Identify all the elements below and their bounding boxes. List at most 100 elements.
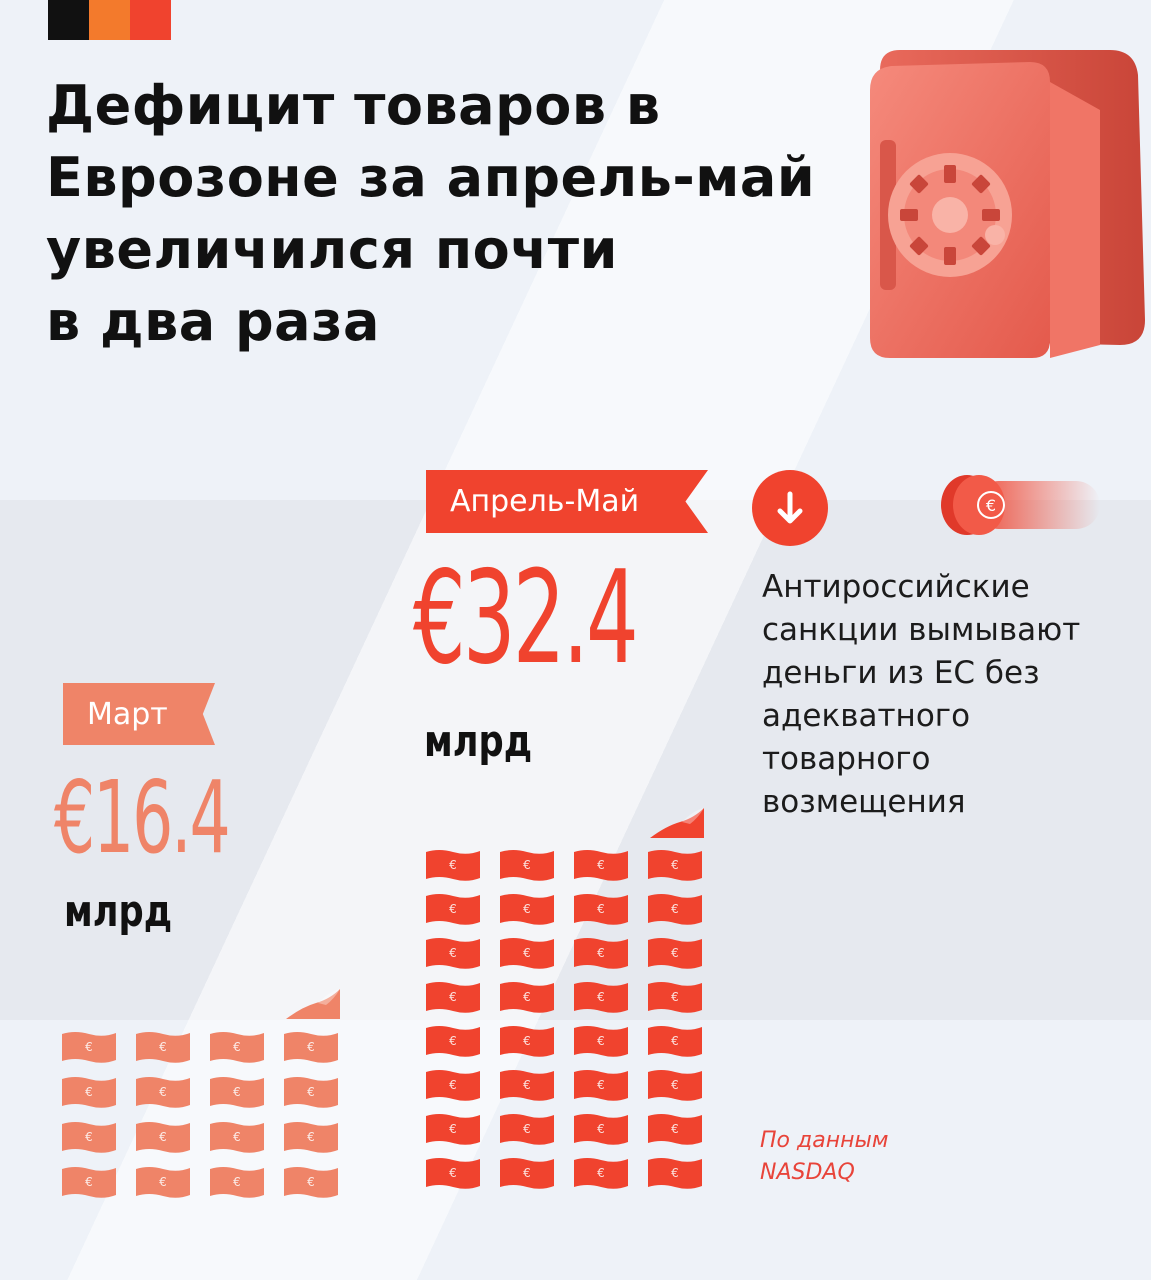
euro-symbol: €: [523, 902, 531, 916]
sanctions-note: Антироссийские санкции вымывают деньги и…: [762, 566, 1142, 824]
euro-bill-icon: €: [424, 1156, 482, 1190]
euro-bill-icon: €: [498, 1156, 556, 1190]
euro-symbol: €: [233, 1040, 241, 1054]
euro-bill-icon: €: [646, 848, 704, 882]
euro-symbol: €: [671, 1034, 679, 1048]
euro-bill-icon: €: [424, 980, 482, 1014]
euro-symbol: €: [671, 1122, 679, 1136]
note-line-2: санкции вымывают: [762, 612, 1081, 648]
euro-symbol: €: [597, 1166, 605, 1180]
euro-bill-icon: €: [572, 848, 630, 882]
euro-bill-icon: €: [646, 1112, 704, 1146]
euro-bill-icon: €: [134, 1165, 192, 1199]
euro-bill-icon: €: [572, 892, 630, 926]
headline-line-4: в два раза: [46, 290, 380, 353]
euro-bill-icon: €: [424, 1112, 482, 1146]
euro-bill-icon: €: [208, 1165, 266, 1199]
euro-symbol: €: [307, 1085, 315, 1099]
euro-bill-icon: €: [60, 1165, 118, 1199]
euro-symbol: €: [85, 1085, 93, 1099]
euro-symbol: €: [307, 1130, 315, 1144]
headline: Дефицит товаров в Еврозоне за апрель-май…: [46, 70, 846, 358]
april-may-label-text: Апрель-Май: [450, 484, 640, 519]
euro-symbol: €: [449, 902, 457, 916]
note-line-3: деньги из ЕС без: [762, 655, 1040, 691]
euro-symbol: €: [159, 1040, 167, 1054]
euro-symbol: €: [307, 1040, 315, 1054]
bill-placeholder: [60, 985, 118, 1019]
source-line-2: NASDAQ: [760, 1160, 855, 1185]
euro-symbol: €: [233, 1085, 241, 1099]
euro-symbol: €: [449, 1166, 457, 1180]
euro-bill-icon: €: [60, 1075, 118, 1109]
euro-bill-icon: €: [424, 1024, 482, 1058]
euro-bill-icon: €: [646, 1156, 704, 1190]
march-label-text: Март: [87, 696, 168, 732]
euro-symbol: €: [449, 990, 457, 1004]
euro-symbol: €: [671, 946, 679, 960]
euro-bill-icon: €: [572, 1112, 630, 1146]
euro-symbol: €: [85, 1175, 93, 1189]
svg-text:€: €: [986, 496, 996, 515]
euro-bill-icon: €: [498, 980, 556, 1014]
euro-symbol: €: [233, 1175, 241, 1189]
euro-symbol: €: [597, 858, 605, 872]
euro-bill-icon: €: [498, 892, 556, 926]
arrow-down-circle-icon: [752, 470, 828, 546]
euro-symbol: €: [523, 1166, 531, 1180]
euro-symbol: €: [671, 990, 679, 1004]
euro-symbol: €: [159, 1175, 167, 1189]
euro-bill-icon: €: [282, 1165, 340, 1199]
euro-symbol: €: [159, 1085, 167, 1099]
euro-symbol: €: [597, 946, 605, 960]
euro-symbol: €: [671, 1078, 679, 1092]
euro-bill-icon: €: [424, 892, 482, 926]
euro-bill-icon: €: [498, 1112, 556, 1146]
euro-symbol: €: [597, 1034, 605, 1048]
flag-orange-stripe: [89, 0, 130, 40]
euro-symbol: €: [449, 1122, 457, 1136]
euro-bill-icon: €: [208, 1075, 266, 1109]
euro-bill-icon: €: [646, 1068, 704, 1102]
euro-symbol: €: [671, 1166, 679, 1180]
euro-symbol: €: [597, 990, 605, 1004]
euro-symbol: €: [671, 858, 679, 872]
euro-symbol: €: [523, 990, 531, 1004]
euro-bill-icon: €: [134, 1120, 192, 1154]
headline-line-3: увеличился почти: [46, 218, 618, 281]
euro-bill-icon: €: [572, 1068, 630, 1102]
euro-symbol: €: [307, 1175, 315, 1189]
brand-flag: [48, 0, 171, 40]
euro-bill-icon: €: [572, 980, 630, 1014]
euro-symbol: €: [597, 1122, 605, 1136]
euro-symbol: €: [523, 1122, 531, 1136]
note-line-5: товарного: [762, 741, 931, 777]
euro-bill-icon: €: [646, 936, 704, 970]
euro-symbol: €: [671, 902, 679, 916]
euro-bill-icon: €: [498, 1024, 556, 1058]
headline-line-1: Дефицит товаров в: [46, 74, 661, 137]
euro-bill-icon: €: [646, 892, 704, 926]
bill-partial-icon: [282, 985, 340, 1019]
euro-symbol: €: [159, 1130, 167, 1144]
euro-bill-icon: €: [646, 1024, 704, 1058]
flag-red-stripe: [130, 0, 171, 40]
bill-placeholder: [208, 985, 266, 1019]
euro-bill-icon: €: [424, 1068, 482, 1102]
source-credit: По данным NASDAQ: [760, 1125, 888, 1189]
euro-bill-icon: €: [208, 1120, 266, 1154]
euro-bill-icon: €: [282, 1030, 340, 1064]
march-unit: млрд: [64, 886, 173, 937]
euro-symbol: €: [85, 1130, 93, 1144]
bill-placeholder: [424, 804, 482, 838]
euro-bill-icon: €: [498, 848, 556, 882]
march-bills-grid: € € € € € € € € € € € € € € € €: [60, 985, 340, 1199]
euro-bill-icon: €: [498, 1068, 556, 1102]
euro-bill-icon: €: [572, 936, 630, 970]
bill-placeholder: [572, 804, 630, 838]
euro-bill-icon: €: [60, 1120, 118, 1154]
euro-symbol: €: [597, 902, 605, 916]
source-line-1: По данным: [760, 1128, 889, 1153]
euro-symbol: €: [449, 1078, 457, 1092]
euro-bill-icon: €: [282, 1075, 340, 1109]
